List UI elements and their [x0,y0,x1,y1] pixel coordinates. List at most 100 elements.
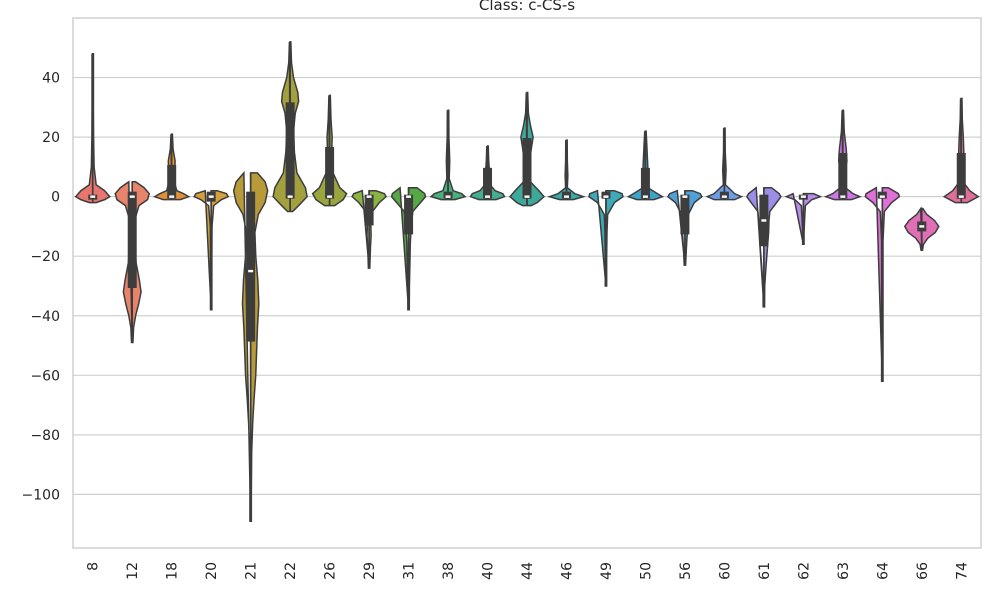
violin-iqr-box [680,194,690,235]
violin-median [90,195,96,198]
x-tick-label: 22 [283,562,299,580]
violin-median [721,195,727,198]
violin-median [287,195,293,198]
violin-median [682,195,688,198]
violin-38 [429,109,467,201]
violin-20 [193,189,230,311]
violin-iqr-box [285,102,295,199]
violin-iqr-box [522,138,532,199]
violin-66 [903,206,940,251]
violin-median [800,195,806,198]
violin-22 [272,41,308,213]
violin-iqr-box [167,164,177,199]
x-tick-label: 21 [244,562,260,580]
x-tick-label: 40 [481,562,497,580]
violin-56 [666,189,703,266]
violin-46 [547,139,586,201]
violin-64 [864,186,901,383]
violin-iqr-box [443,191,453,199]
chart-title: Class: c-CS-s [479,0,575,14]
violin-median [563,195,569,198]
violin-median [761,219,767,222]
violin-iqr-box [877,191,887,199]
x-tick-label: 60 [717,562,733,580]
violin-iqr-box [483,167,493,199]
violin-21 [232,170,269,522]
violin-iqr-box [325,147,335,199]
violin-31 [390,186,427,311]
violin-29 [351,189,388,269]
violin-44 [508,91,546,207]
x-tick-label: 49 [599,562,615,580]
violin-63 [823,109,862,201]
violin-iqr-box [838,152,848,199]
y-tick-label: −40 [30,309,60,325]
violin-40 [469,145,506,201]
violin-iqr-box [956,152,966,199]
violin-iqr-box [601,191,611,199]
violin-iqr-box [719,191,729,199]
y-tick-label: −80 [30,428,60,444]
violin-49 [588,189,624,287]
violin-iqr-box [640,167,650,199]
y-tick-labels: 40 20 0 −20 −40 −60 −80 −100 [22,71,60,504]
violin-median [879,195,885,198]
violin-median [208,195,214,198]
x-tick-label: 20 [204,562,220,580]
x-tick-label: 26 [323,562,339,580]
x-tick-label: 29 [362,562,378,580]
violin-median [919,225,925,228]
violin-median [603,195,609,198]
violins [74,41,980,522]
violin-50 [626,130,665,201]
violin-iqr-box [127,191,137,288]
violin-median [248,269,254,273]
x-tick-labels: 8 12 18 20 21 22 26 29 31 38 40 44 46 49 50 56 60 61 62 63 6… [86,562,971,580]
x-tick-label: 50 [638,562,654,580]
violin-median [485,195,491,198]
violin-26 [311,94,348,207]
violin-median [840,195,846,198]
violin-median [366,195,372,198]
violin-18 [152,133,191,201]
violin-median [129,195,135,198]
y-tick-label: 20 [42,130,60,146]
violin-body [429,109,467,201]
violin-8 [74,52,111,204]
x-tick-label: 74 [954,562,970,580]
violin-median [406,195,412,198]
plot-frame [72,17,982,549]
y-tick-label: −60 [30,368,60,384]
violin-iqr-box [364,194,374,226]
x-tick-label: 56 [678,562,694,580]
x-tick-label: 63 [836,562,852,580]
violin-iqr-box [404,194,414,235]
violin-body [272,41,308,213]
x-tick-label: 31 [402,562,418,580]
violin-body [705,127,744,201]
x-tick-label: 18 [165,562,181,580]
violin-body [864,186,901,383]
violin-body [942,97,980,204]
violin-body [193,189,230,311]
violin-12 [114,180,151,344]
x-tick-label: 62 [796,562,812,580]
violin-median [445,195,451,198]
y-tick-label: −20 [30,249,60,265]
violin-body [903,206,940,251]
violin-60 [705,127,744,201]
x-tick-label: 66 [915,562,931,580]
y-tick-label: 0 [51,190,60,206]
violin-median [958,195,964,198]
x-tick-label: 61 [757,562,773,580]
x-tick-label: 46 [559,562,575,580]
x-tick-label: 12 [125,562,141,580]
x-tick-label: 44 [520,562,536,580]
violin-median [524,195,530,198]
y-tick-label: −100 [22,487,60,503]
y-tick-label: 40 [42,71,60,87]
x-tick-label: 8 [86,562,102,571]
violin-median [642,195,648,198]
